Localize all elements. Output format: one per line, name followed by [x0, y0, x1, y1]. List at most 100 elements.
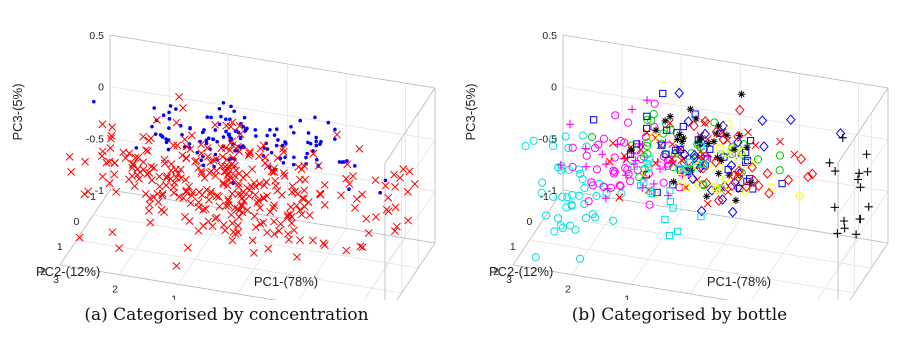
floor-grid-line	[529, 239, 855, 294]
data-point-series-0	[265, 133, 269, 138]
data-point-series-1	[263, 228, 272, 237]
data-point-series-1	[224, 162, 233, 171]
data-point-series-6	[674, 87, 684, 99]
data-point-series-1	[183, 243, 192, 252]
data-point-series-11	[856, 183, 865, 192]
data-point-series-1	[212, 155, 221, 164]
data-point-series-1	[663, 161, 672, 170]
data-point-series-9	[689, 120, 699, 132]
y-tick-label: 2	[40, 266, 46, 278]
data-point-series-6	[706, 184, 717, 196]
z-axis-label: PC3-(5%)	[463, 83, 478, 140]
data-point-series-1	[304, 198, 313, 207]
data-point-series-9	[734, 104, 745, 116]
data-point-series-1	[248, 165, 257, 174]
data-point-series-10	[675, 164, 683, 172]
grid-lines	[512, 34, 889, 300]
data-point-series-2	[391, 203, 400, 212]
data-point-series-5	[679, 122, 687, 131]
data-point-series-1	[280, 171, 289, 180]
data-point-series-0	[280, 143, 285, 148]
data-point-series-5	[627, 150, 635, 158]
floor-grid-line	[816, 237, 859, 300]
axis-box-edge	[384, 87, 436, 164]
data-point-series-1	[65, 152, 74, 161]
data-point-series-1	[299, 194, 308, 203]
data-point-series-5	[643, 124, 651, 133]
data-point-series-0	[204, 138, 209, 143]
data-point-series-5	[658, 141, 666, 149]
data-point-series-0	[557, 162, 566, 171]
data-point-series-7	[767, 183, 777, 192]
data-point-series-1	[296, 236, 305, 245]
data-point-series-1	[150, 163, 158, 172]
data-point-series-0	[617, 189, 626, 198]
data-point-series-9	[783, 174, 794, 186]
data-point-series-8	[715, 169, 723, 178]
data-point-series-1	[227, 210, 236, 219]
data-point-series-5	[724, 166, 732, 174]
data-point-series-1	[182, 153, 191, 162]
data-point-series-1	[182, 142, 191, 151]
data-point-series-9	[807, 168, 818, 180]
data-point-series-1	[197, 149, 206, 158]
data-point-series-7	[672, 133, 681, 142]
y-tick-label: -1	[540, 191, 549, 203]
data-point-series-2	[391, 182, 400, 191]
data-point-series-11	[853, 175, 863, 184]
data-point-series-1	[320, 241, 329, 250]
data-point-series-1	[147, 176, 156, 185]
data-point-series-8	[730, 145, 738, 153]
data-point-series-1	[206, 187, 215, 196]
data-point-series-1	[141, 146, 150, 155]
data-point-series-0	[269, 150, 274, 155]
data-point-series-9	[700, 116, 711, 127]
data-point-series-1	[212, 213, 221, 222]
data-point-series-0	[541, 211, 551, 220]
floor-grid-line	[751, 228, 800, 300]
data-point-series-1	[162, 174, 171, 182]
data-point-series-2	[621, 171, 631, 180]
data-point-series-2	[404, 216, 413, 225]
data-point-series-1	[178, 104, 187, 112]
data-point-series-1	[228, 236, 237, 245]
data-point-series-0	[168, 104, 173, 108]
data-point-series-1	[644, 169, 653, 178]
data-point-series-0	[608, 216, 618, 225]
data-point-series-1	[146, 218, 155, 227]
axis-box-edge	[109, 189, 436, 244]
data-point-series-6	[700, 128, 710, 140]
data-point-series-1	[98, 120, 107, 129]
data-point-series-0	[238, 135, 243, 140]
data-point-series-1	[243, 183, 252, 192]
z-tick-label: -0.5	[86, 133, 104, 145]
data-point-series-1	[356, 242, 365, 251]
data-point-series-0	[337, 160, 342, 164]
data-point-series-8	[666, 113, 674, 121]
data-point-series-1	[284, 230, 292, 238]
data-point-series-1	[98, 172, 107, 181]
data-point-series-0	[548, 141, 558, 151]
scatter-plot-a: 0.50-0.5-1-10123210-1-2PC3-(5%)PC2-(12%)…	[10, 30, 436, 300]
data-point-series-0	[556, 221, 565, 230]
data-point-series-1	[624, 169, 633, 179]
x-tick-label: 2	[112, 284, 118, 296]
data-point-series-1	[345, 179, 354, 188]
data-point-series-0	[217, 122, 222, 127]
data-point-series-1	[333, 130, 341, 139]
data-point-series-1	[224, 197, 233, 206]
data-point-series-5	[663, 126, 671, 134]
data-point-series-0	[274, 143, 279, 148]
data-point-series-1	[230, 171, 239, 180]
data-point-series-0	[242, 115, 247, 120]
data-point-series-1	[371, 212, 380, 221]
data-point-series-1	[154, 198, 163, 206]
data-point-series-1	[279, 147, 288, 156]
data-point-series-11	[852, 230, 861, 239]
data-point-series-7	[694, 180, 703, 189]
data-point-series-2	[396, 173, 404, 182]
data-point-series-1	[279, 169, 288, 178]
data-point-series-1	[172, 262, 181, 270]
data-point-series-2	[556, 161, 565, 170]
data-point-series-0	[314, 139, 319, 144]
